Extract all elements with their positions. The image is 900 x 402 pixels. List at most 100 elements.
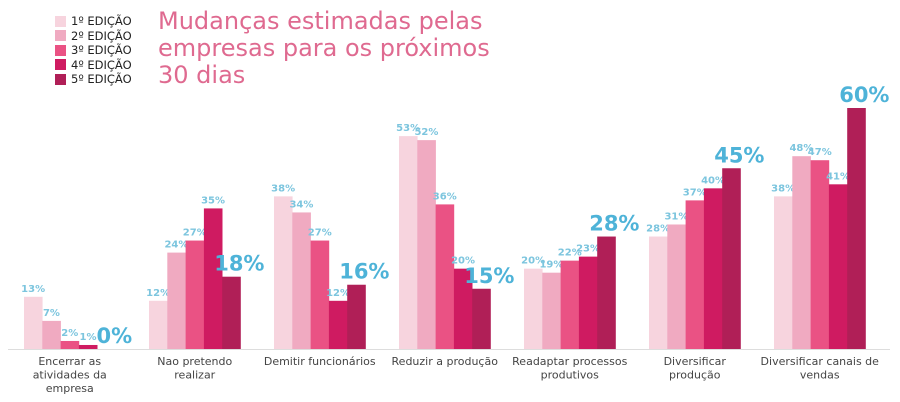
- bar: [722, 168, 741, 349]
- bar: [42, 320, 61, 349]
- bar: [24, 296, 43, 349]
- bar: [292, 212, 311, 349]
- legend: 1º EDIÇÃO 2º EDIÇÃO 3º EDIÇÃO 4º EDIÇÃO 5º E…: [55, 14, 132, 87]
- bar: [328, 300, 348, 349]
- legend-swatch: [55, 59, 66, 71]
- bar: [542, 272, 561, 349]
- legend-swatch: [55, 73, 66, 85]
- legend-item: 5º EDIÇÃO: [55, 72, 132, 87]
- bar: [810, 160, 830, 349]
- category-label: produtivos: [541, 369, 600, 382]
- bar: [560, 260, 580, 349]
- data-label: 40%: [701, 175, 725, 186]
- bar: [203, 208, 223, 349]
- data-label: 37%: [683, 187, 707, 198]
- data-label: 20%: [451, 256, 475, 267]
- data-label: 12%: [326, 288, 350, 299]
- data-label: 47%: [808, 147, 832, 158]
- bar: [597, 236, 616, 349]
- category-label: vendas: [800, 369, 840, 382]
- data-label: 48%: [789, 143, 813, 154]
- data-label: 24%: [164, 240, 188, 251]
- data-label: 7%: [43, 308, 60, 319]
- legend-label: 3º EDIÇÃO: [71, 43, 132, 58]
- category-label: empresa: [46, 382, 94, 395]
- bar: [703, 188, 723, 349]
- data-label: 31%: [664, 211, 688, 222]
- data-label: 36%: [433, 191, 457, 202]
- data-label: 41%: [826, 171, 850, 182]
- legend-label: 5º EDIÇÃO: [71, 72, 132, 87]
- data-label: 22%: [558, 248, 582, 259]
- bar: [472, 288, 491, 349]
- bar: [274, 196, 293, 349]
- legend-label: 4º EDIÇÃO: [71, 57, 132, 72]
- category-label: Nao pretendo: [157, 355, 232, 368]
- data-label: 13%: [21, 284, 45, 295]
- category-label: Readaptar processos: [512, 355, 627, 368]
- data-label: 34%: [289, 199, 313, 210]
- legend-item: 4º EDIÇÃO: [55, 58, 132, 73]
- category-label: Reduzir a produção: [392, 355, 499, 368]
- data-label: 27%: [308, 228, 332, 239]
- data-label: 12%: [146, 288, 170, 299]
- category-label: realizar: [174, 369, 215, 382]
- category-label: Demitir funcionários: [264, 355, 376, 368]
- bar: [399, 136, 418, 349]
- data-label: 15%: [464, 264, 514, 288]
- bar: [578, 256, 598, 349]
- legend-item: 2º EDIÇÃO: [55, 29, 132, 44]
- bar: [149, 300, 168, 349]
- legend-item: 1º EDIÇÃO: [55, 14, 132, 29]
- data-label: 16%: [339, 260, 389, 284]
- data-label: 35%: [201, 195, 225, 206]
- bar: [649, 236, 668, 349]
- data-label: 2%: [61, 328, 78, 339]
- bar: [310, 240, 330, 349]
- bar: [435, 204, 455, 349]
- data-label: 60%: [839, 83, 889, 107]
- legend-label: 1º EDIÇÃO: [71, 14, 132, 29]
- bar: [685, 200, 705, 349]
- bar: [453, 268, 473, 349]
- bar: [222, 276, 241, 349]
- data-label: 27%: [183, 228, 207, 239]
- legend-swatch: [55, 30, 66, 42]
- data-label: 23%: [576, 244, 600, 255]
- legend-swatch: [55, 44, 66, 56]
- bar: [167, 252, 186, 349]
- bar: [774, 196, 793, 349]
- data-label: 0%: [97, 324, 133, 348]
- data-label: 38%: [271, 183, 295, 194]
- category-label: produção: [669, 369, 721, 382]
- bar: [78, 344, 98, 349]
- category-label: Encerrar as: [38, 355, 101, 368]
- data-label: 1%: [80, 332, 97, 343]
- category-label: atividades da: [33, 369, 107, 382]
- data-label: 18%: [214, 252, 264, 276]
- chart-title: Mudanças estimadas pelas empresas para o…: [158, 7, 490, 89]
- data-label: 28%: [646, 224, 670, 235]
- legend-item: 3º EDIÇÃO: [55, 43, 132, 58]
- category-label: Diversificar: [664, 355, 727, 368]
- bar: [524, 268, 543, 349]
- data-label: 38%: [771, 183, 795, 194]
- bar: [347, 284, 366, 349]
- data-label: 19%: [539, 260, 563, 271]
- bar: [792, 156, 811, 349]
- bar: [667, 224, 686, 349]
- data-label: 20%: [521, 256, 545, 267]
- bar: [847, 108, 866, 349]
- legend-label: 2º EDIÇÃO: [71, 28, 132, 43]
- bar: [828, 184, 848, 349]
- bar: [417, 140, 436, 349]
- data-label: 53%: [396, 123, 420, 134]
- data-label: 45%: [714, 143, 764, 167]
- data-label: 28%: [589, 212, 639, 236]
- data-label: 52%: [414, 127, 438, 138]
- bar: [185, 240, 205, 349]
- category-label: Diversificar canais de: [761, 355, 880, 368]
- legend-swatch: [55, 15, 66, 27]
- bar: [60, 340, 80, 349]
